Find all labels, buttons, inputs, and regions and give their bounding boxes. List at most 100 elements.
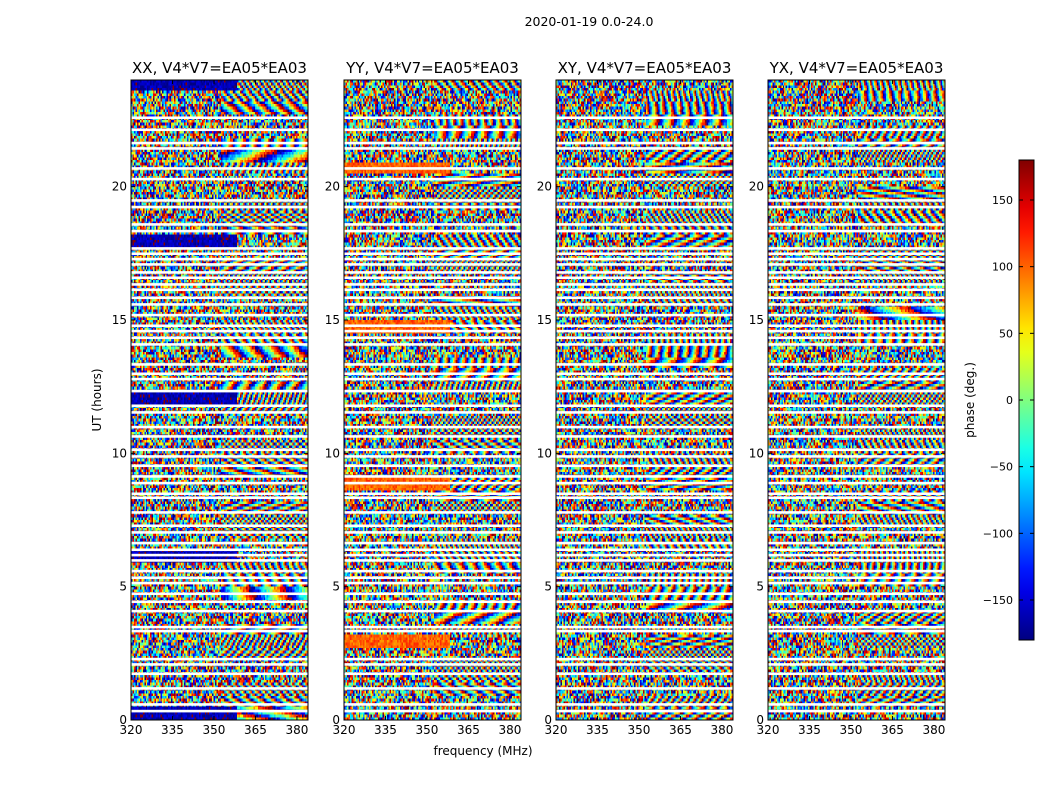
flagged-row [768, 363, 945, 366]
y-tick-label: 0 [332, 713, 340, 727]
flagged-row [556, 167, 733, 170]
flagged-row [768, 296, 945, 300]
flagged-row [768, 448, 945, 452]
flagged-row [556, 663, 733, 666]
flagged-row [131, 223, 308, 226]
flagged-row [768, 247, 945, 250]
flagged-row [768, 492, 945, 496]
colorbar-tick-label: 100 [992, 261, 1013, 274]
flagged-row [344, 569, 521, 573]
flagged-row [344, 404, 521, 408]
flagged-row [556, 257, 733, 261]
flagged-row [768, 548, 945, 552]
flagged-row [768, 475, 945, 478]
flagged-row [131, 475, 308, 478]
flagged-row [344, 625, 521, 629]
y-tick-label: 20 [112, 180, 127, 194]
flagged-row [556, 283, 733, 286]
panel-title: YX, V4*V7=EA05*EA03 [769, 59, 944, 77]
flagged-row [344, 283, 521, 286]
flagged-row [768, 531, 945, 534]
flagged-row [344, 288, 521, 292]
flagged-row [131, 404, 308, 408]
flagged-row [556, 296, 733, 300]
flagged-row [344, 223, 521, 226]
flagged-row [131, 511, 308, 514]
flagged-row [768, 663, 945, 666]
x-tick-label: 350 [840, 723, 863, 737]
flagged-row [768, 559, 945, 562]
flagged-row [768, 592, 945, 596]
flagged-row [768, 709, 945, 713]
flagged-row [768, 372, 945, 376]
flagged-row [556, 389, 733, 393]
flagged-row [556, 343, 733, 346]
flagged-row [344, 324, 521, 328]
flagged-row [344, 177, 521, 181]
flagged-row [556, 435, 733, 438]
flagged-row [131, 313, 308, 317]
flagged-row [768, 425, 945, 429]
flagged-row [344, 524, 521, 528]
flagged-row [768, 703, 945, 706]
flagged-row [131, 363, 308, 366]
flagged-row [344, 296, 521, 300]
flagged-row [131, 492, 308, 496]
x-tick-label: 350 [203, 723, 226, 737]
y-tick-label: 5 [332, 580, 340, 594]
y-tick-label: 20 [537, 180, 552, 194]
flagged-row [344, 496, 521, 500]
colorbar: −150 −100 −50 0 50 100 150 [983, 159, 1035, 641]
flagged-row [344, 548, 521, 552]
flagged-row [768, 435, 945, 438]
flagged-row [131, 657, 308, 661]
flagged-row [556, 592, 733, 596]
flagged-row [131, 609, 308, 613]
flagged-row [556, 411, 733, 414]
heatmap-image [131, 80, 308, 720]
flagged-row [131, 389, 308, 393]
y-tick-label: 10 [537, 446, 552, 460]
flagged-row [556, 448, 733, 452]
flagged-row [768, 576, 945, 580]
flagged-row [131, 167, 308, 170]
flagged-row [131, 296, 308, 300]
flagged-row [131, 496, 308, 500]
flagged-row [556, 271, 733, 274]
y-tick-label: 0 [756, 713, 764, 727]
flagged-row [556, 531, 733, 534]
flagged-row [131, 263, 308, 266]
flagged-row [556, 116, 733, 120]
flagged-row [556, 524, 733, 528]
flagged-row [768, 553, 945, 557]
flagged-row [556, 709, 733, 713]
flagged-row [344, 276, 521, 280]
flagged-row [131, 481, 308, 485]
flagged-row [344, 329, 521, 333]
colorbar-tick-label: 50 [999, 327, 1013, 340]
flagged-row [344, 389, 521, 393]
flagged-row [344, 372, 521, 376]
panel-title: YY, V4*V7=EA05*EA03 [345, 59, 519, 77]
flagged-row [344, 141, 521, 145]
flagged-row [344, 492, 521, 496]
flagged-row [131, 303, 308, 306]
flagged-row [344, 709, 521, 713]
flagged-row [131, 147, 308, 150]
flagged-row [131, 128, 308, 132]
flagged-row [768, 229, 945, 233]
flagged-row [344, 672, 521, 676]
flagged-row [344, 147, 521, 150]
flagged-row [556, 147, 733, 150]
x-tick-label: 365 [881, 723, 904, 737]
panel-frame [130, 79, 309, 721]
flagged-row [768, 223, 945, 226]
flagged-row [131, 141, 308, 145]
panel-yy: YY, V4*V7=EA05*EA03 320 335 350 365 380 0 5 10 15… [325, 59, 522, 737]
flagged-row [344, 363, 521, 366]
flagged-row [556, 600, 733, 604]
flagged-row [344, 247, 521, 250]
flagged-row [768, 199, 945, 202]
flagged-row [344, 475, 521, 478]
flagged-row [768, 128, 945, 132]
